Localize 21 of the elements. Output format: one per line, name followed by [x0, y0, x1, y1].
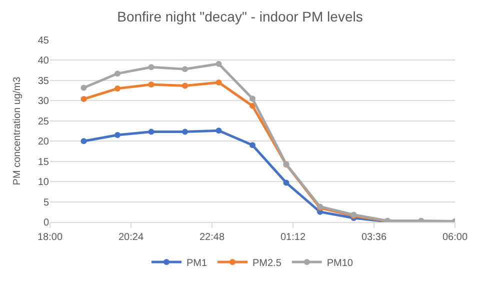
y-tick-label: 25: [38, 116, 50, 128]
x-tick-label: 06:00: [442, 232, 468, 243]
y-tick-label: 45: [38, 36, 50, 46]
legend-label: PM2.5: [252, 258, 282, 269]
y-tick-label: 0: [43, 218, 50, 228]
x-tick-label: 01:12: [280, 232, 306, 243]
y-tick-label: 10: [38, 177, 50, 188]
y-tick-label: 40: [38, 56, 50, 67]
legend-label: PM1: [186, 258, 208, 269]
chart-title: Bonfire night "decay" - indoor PM levels: [117, 8, 363, 24]
y-tick-label: 30: [38, 96, 50, 108]
legend-label: PM10: [326, 258, 354, 269]
x-tick-label: 20:24: [118, 232, 144, 243]
y-tick-label: 35: [38, 76, 50, 87]
x-tick-label: 18:00: [37, 232, 63, 243]
y-tick-label: 15: [38, 156, 50, 168]
x-tick-label: 03:36: [361, 232, 387, 243]
x-tick-label: 22:48: [199, 232, 225, 243]
y-axis-title: PM concentration ug/m3: [12, 76, 23, 186]
y-tick-label: 20: [38, 136, 50, 148]
y-tick-label: 5: [43, 197, 50, 208]
